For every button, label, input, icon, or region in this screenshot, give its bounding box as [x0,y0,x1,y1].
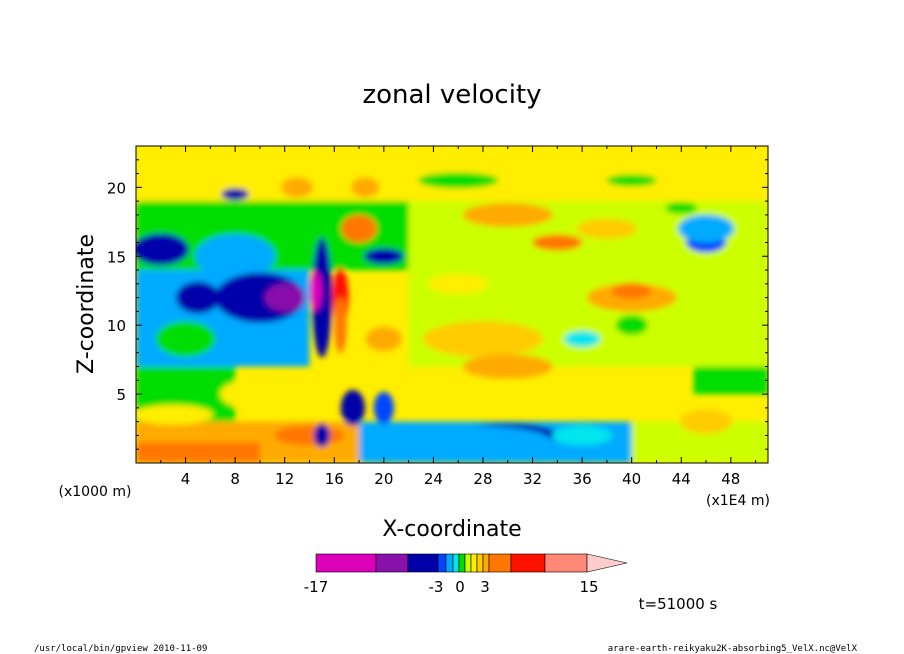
contour-patch [615,315,648,336]
contour-patch [341,214,378,243]
colorbar-segment [315,553,377,573]
y-tick-label: 10 [107,317,126,335]
footer-left: /usr/local/bin/gpview 2010-11-09 [34,644,207,654]
contour-patch [552,425,613,446]
x-unit-right: (x1E4 m) [706,493,770,509]
contour-patch [219,378,300,411]
x-tick-label: 8 [230,470,240,488]
chart-title: zonal velocity [362,80,541,110]
colorbar-segment [510,553,546,573]
colorbar-segment [476,553,484,573]
contour-patch [351,177,380,198]
contour-patch [281,177,314,198]
y-tick-label: 20 [107,179,126,197]
contour-band [136,442,260,463]
x-tick-label: 24 [424,470,443,488]
contour-patch [136,404,214,425]
contour-patch [462,354,553,379]
contour-patch [221,188,250,201]
contour-patch [665,202,698,215]
x-tick-label: 20 [374,470,393,488]
contour-patch [175,281,220,314]
colorbar-segment [452,553,460,573]
colorbar-segment [488,553,512,573]
colorbar-segment [544,553,588,573]
x-tick-label: 44 [672,470,691,488]
colorbar-segment [470,553,478,573]
colorbar-segment [407,553,439,573]
x-tick-label: 12 [275,470,294,488]
colorbar-segment [375,553,409,573]
colorbar-mid-label: -3 [429,578,444,596]
contour-patch [680,409,733,434]
contour-patch [195,234,276,279]
plot-frame [135,145,769,464]
contour-patch [428,273,489,294]
colorbar-mid-label: 3 [480,578,490,596]
colorbar [315,553,628,573]
contour-patch [309,270,322,311]
contour-patch [564,330,601,347]
plot-area [136,146,768,463]
x-unit-left: (x1000 m) [59,484,132,500]
contour-patch [313,423,330,448]
y-tick-label: 5 [116,386,126,404]
contour-patch [311,237,332,358]
contour-patch [373,391,394,424]
contour-patch [532,234,583,251]
x-tick-label: 16 [325,470,344,488]
contour-patch [264,283,305,312]
contour-patch [678,214,735,243]
colorbar-mid-label: 0 [455,578,465,596]
contour-patch [334,297,347,354]
contour-patch [606,174,657,187]
x-axis-label: X-coordinate [382,517,521,542]
contour-patch [340,389,365,426]
contour-patch [155,320,216,357]
y-axis: 5 10 15 20 [107,159,768,450]
time-annotation: t=51000 s [639,595,718,613]
colorbar-arrow [586,553,628,573]
colorbar-max-label: 15 [579,578,598,596]
x-axis: 4 8 12 16 20 24 28 32 36 40 44 48 [160,146,757,488]
contour-patch [274,425,345,446]
contour-patch [136,233,189,266]
contour-patch [714,441,747,458]
colorbar-segment [437,553,447,573]
y-tick-label: 15 [107,248,126,266]
contour-patch [412,426,553,459]
contour-patch [418,172,499,189]
colorbar-segment [445,553,454,573]
y-axis-label: Z-coordinate [74,234,99,374]
contour-patch [611,282,652,299]
colorbar-min-label: -17 [304,578,329,596]
x-tick-label: 28 [473,470,492,488]
contour-patch [462,202,553,227]
footer-right: arare-earth-reikyaku2K-absorbing5_VelX.n… [608,644,858,654]
contour-patch [363,248,404,265]
x-tick-label: 36 [573,470,592,488]
colorbar-segment [458,553,466,573]
x-tick-label: 40 [622,470,641,488]
colorbar-segment [482,553,490,573]
x-tick-label: 4 [181,470,191,488]
x-tick-label: 32 [523,470,542,488]
colorbar-mid-labels: -3 0 3 [429,578,490,596]
contour-fields [136,146,768,463]
contour-patch [576,218,637,239]
contour-patch [422,320,543,357]
colorbar-segment [464,553,472,573]
contour-patch [150,202,221,227]
x-tick-label: 48 [721,470,740,488]
contour-patch [365,326,402,351]
